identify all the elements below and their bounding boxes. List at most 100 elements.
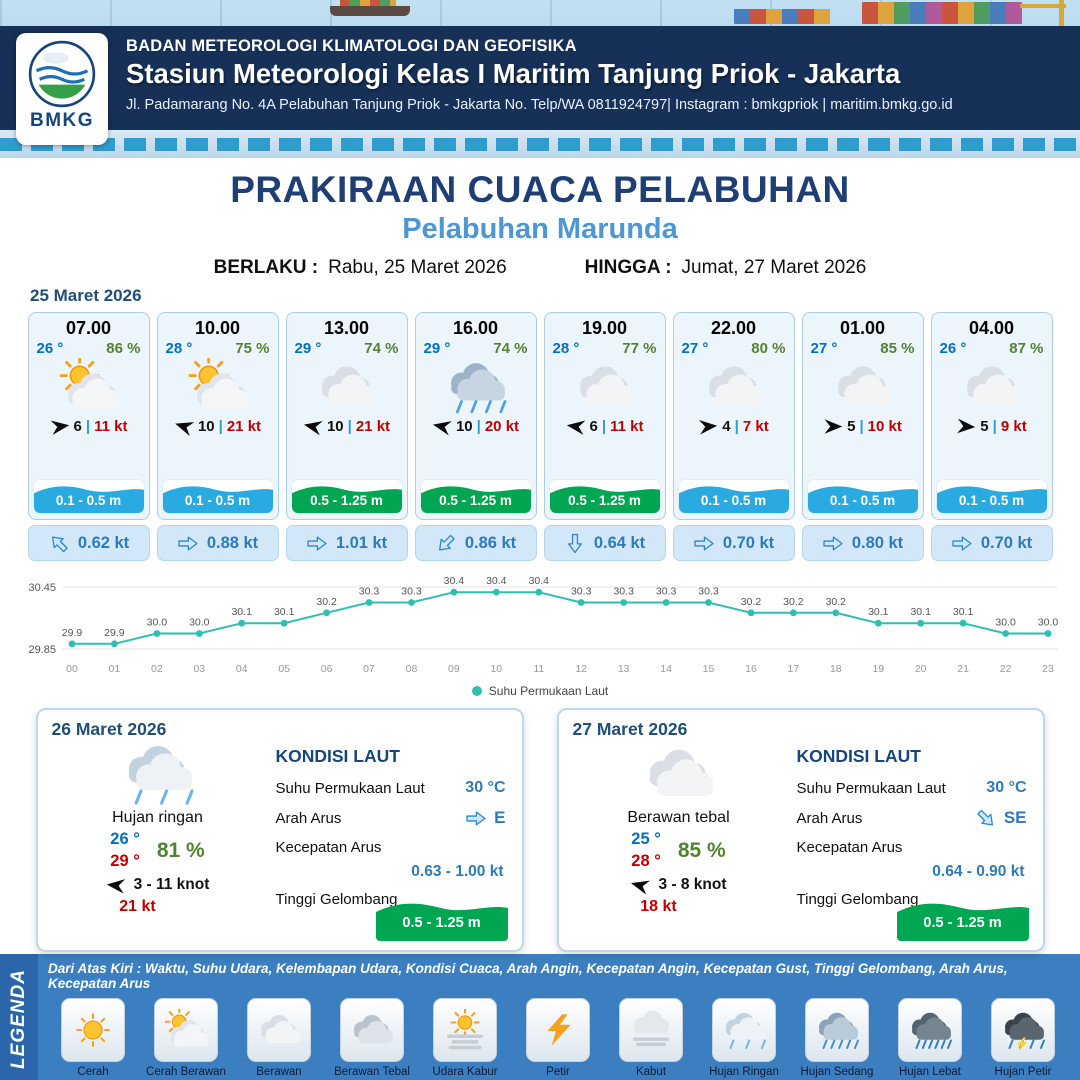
svg-text:30.1: 30.1 (868, 606, 889, 618)
legend-item-label: Hujan Ringan (709, 1066, 779, 1078)
daily-forecast-section: 26 Maret 2026 Hujan ringan 26 ° 29 ° 81 … (0, 698, 1080, 954)
wave-shape (162, 486, 273, 513)
gust-speed: 20 kt (484, 418, 520, 435)
wave-height-row: Tinggi Gelombang (797, 891, 1027, 908)
daily-forecast-card: 27 Maret 2026 Berawan tebal 25 ° 28 ° 85… (556, 708, 1045, 952)
current-row: 0.86 kt (414, 525, 537, 561)
legend-weather-icon (66, 1009, 120, 1051)
wave-height-badge: 0.1 - 0.5 m (935, 479, 1048, 514)
svg-text:10: 10 (490, 663, 502, 675)
legend-icon-box (247, 998, 311, 1062)
wave-height-badge: 0.1 - 0.5 m (32, 479, 145, 514)
header-overlay-band (0, 26, 1080, 130)
gust-speed: 21 kt (226, 418, 262, 435)
wind-gust-separator: | (476, 418, 481, 435)
station-name: Stasiun Meteorologi Kelas I Maritim Tanj… (126, 58, 901, 89)
current-direction-icon (177, 535, 199, 552)
current-direction-icon (465, 810, 487, 827)
card-humidity: 85 % (880, 340, 915, 357)
weather-icon (180, 355, 256, 416)
current-direction-value: SE (975, 808, 1027, 828)
svg-text:30.4: 30.4 (529, 575, 550, 587)
current-direction-icon (45, 529, 73, 557)
card-humidity: 87 % (1009, 340, 1044, 357)
current-speed-row: Kecepatan Arus (276, 839, 506, 856)
svg-text:30.0: 30.0 (995, 617, 1016, 629)
current-speed: 0.62 kt (77, 533, 130, 552)
daily-wave-height-badge: 0.5 - 1.25 m (896, 895, 1029, 941)
svg-text:17: 17 (788, 663, 800, 675)
gust-speed: 11 kt (94, 418, 128, 435)
header-text: BADAN METEOROLOGI KLIMATOLOGI DAN GEOFIS… (126, 37, 1072, 113)
legend-items: Cerah Cerah Berawan Berawan Berawan Te (48, 998, 1068, 1078)
svg-text:30.1: 30.1 (910, 606, 931, 618)
legend-item: Hujan Sedang (792, 998, 882, 1078)
svg-text:30.3: 30.3 (698, 586, 719, 598)
daily-card-body: Berawan tebal 25 ° 28 ° 85 % 3 - 8 knot … (573, 740, 1029, 919)
legend-item: Berawan Tebal (327, 998, 417, 1078)
daily-weather-icon (106, 740, 210, 808)
current-speed-label: Kecepatan Arus (796, 839, 903, 856)
wave-height-value: 0.1 - 0.5 m (184, 493, 251, 508)
validity-row: BERLAKU : Rabu, 25 Maret 2026 HINGGA : J… (0, 257, 1080, 279)
current-speed: 0.88 kt (206, 533, 259, 552)
sea-condition-title: KONDISI LAUT (275, 746, 400, 766)
svg-text:30.2: 30.2 (826, 596, 847, 608)
card-temperature: 28 ° (165, 340, 193, 357)
legend-weather-icon (810, 1009, 864, 1051)
hourly-card: 04.00 26 ° 87 % 5 | 9 kt (930, 312, 1053, 561)
current-speed-value: 0.64 - 0.90 kt (932, 863, 1025, 880)
card-humidity: 86 % (106, 340, 141, 357)
weather-icon (825, 358, 901, 416)
wind-row: 5 | 9 kt (956, 417, 1027, 435)
svg-text:20: 20 (915, 663, 927, 675)
wave-shape (375, 903, 508, 941)
sst-label: Suhu Permukaan Laut (796, 779, 946, 797)
agency-name: BADAN METEOROLOGI KLIMATOLOGI DAN GEOFIS… (126, 37, 577, 55)
legend-icon-box (898, 998, 962, 1062)
sst-row: Suhu Permukaan Laut 30 °C (797, 779, 1027, 797)
current-row: 0.80 kt (801, 525, 924, 561)
sea-condition-title: KONDISI LAUT (796, 746, 921, 766)
hourly-card: 01.00 27 ° 85 % 5 | 10 kt (801, 312, 924, 561)
card-humidity: 75 % (235, 340, 270, 357)
current-speed: 0.70 kt (980, 533, 1033, 552)
gust-speed: 21 kt (355, 418, 391, 435)
weather-icon (309, 358, 385, 416)
legend-item-label: Cerah Berawan (146, 1066, 226, 1078)
svg-text:30.1: 30.1 (953, 606, 974, 618)
card-time: 13.00 (323, 318, 370, 338)
hourly-card: 13.00 29 ° 74 % 10 | 21 kt (285, 312, 408, 561)
wind-direction-icon (956, 417, 977, 435)
svg-text:29.85: 29.85 (28, 644, 56, 656)
current-row: 0.88 kt (156, 525, 279, 561)
wind-direction-icon (823, 418, 843, 435)
card-temperature: 26 ° (939, 340, 967, 357)
wave-shape (807, 486, 918, 513)
legend-note: Dari Atas Kiri : Waktu, Suhu Udara, Kele… (48, 961, 1008, 991)
container-stack-icon (862, 2, 1022, 24)
gust-speed: 9 kt (1000, 418, 1027, 435)
hourly-card-body: 16.00 29 ° 74 % 10 | 20 kt (414, 312, 537, 520)
daily-date: 27 Maret 2026 (572, 719, 688, 739)
terminal-seats-illustration (0, 130, 1080, 158)
legend-item-label: Petir (546, 1066, 570, 1078)
legend-icon-box (154, 998, 218, 1062)
wind-row: 10 | 21 kt (303, 418, 391, 436)
current-row: 0.70 kt (930, 525, 1053, 561)
svg-text:15: 15 (703, 663, 715, 675)
legend-item: Cerah (48, 998, 138, 1078)
gust-speed: 10 kt (867, 418, 902, 435)
card-time: 19.00 (581, 318, 628, 338)
wind-row: 4 | 7 kt (698, 418, 769, 435)
svg-text:30.4: 30.4 (486, 575, 507, 587)
card-temperature: 28 ° (552, 340, 580, 357)
legend-weather-icon (996, 1009, 1050, 1051)
hourly-card-body: 01.00 27 ° 85 % 5 | 10 kt (801, 312, 924, 520)
legend-item: Kabut (606, 998, 696, 1078)
wave-height-badge: 0.5 - 1.25 m (548, 479, 661, 514)
daily-gust-speed: 18 kt (640, 898, 677, 915)
svg-text:00: 00 (66, 663, 78, 675)
wind-gust-separator: | (85, 418, 91, 435)
